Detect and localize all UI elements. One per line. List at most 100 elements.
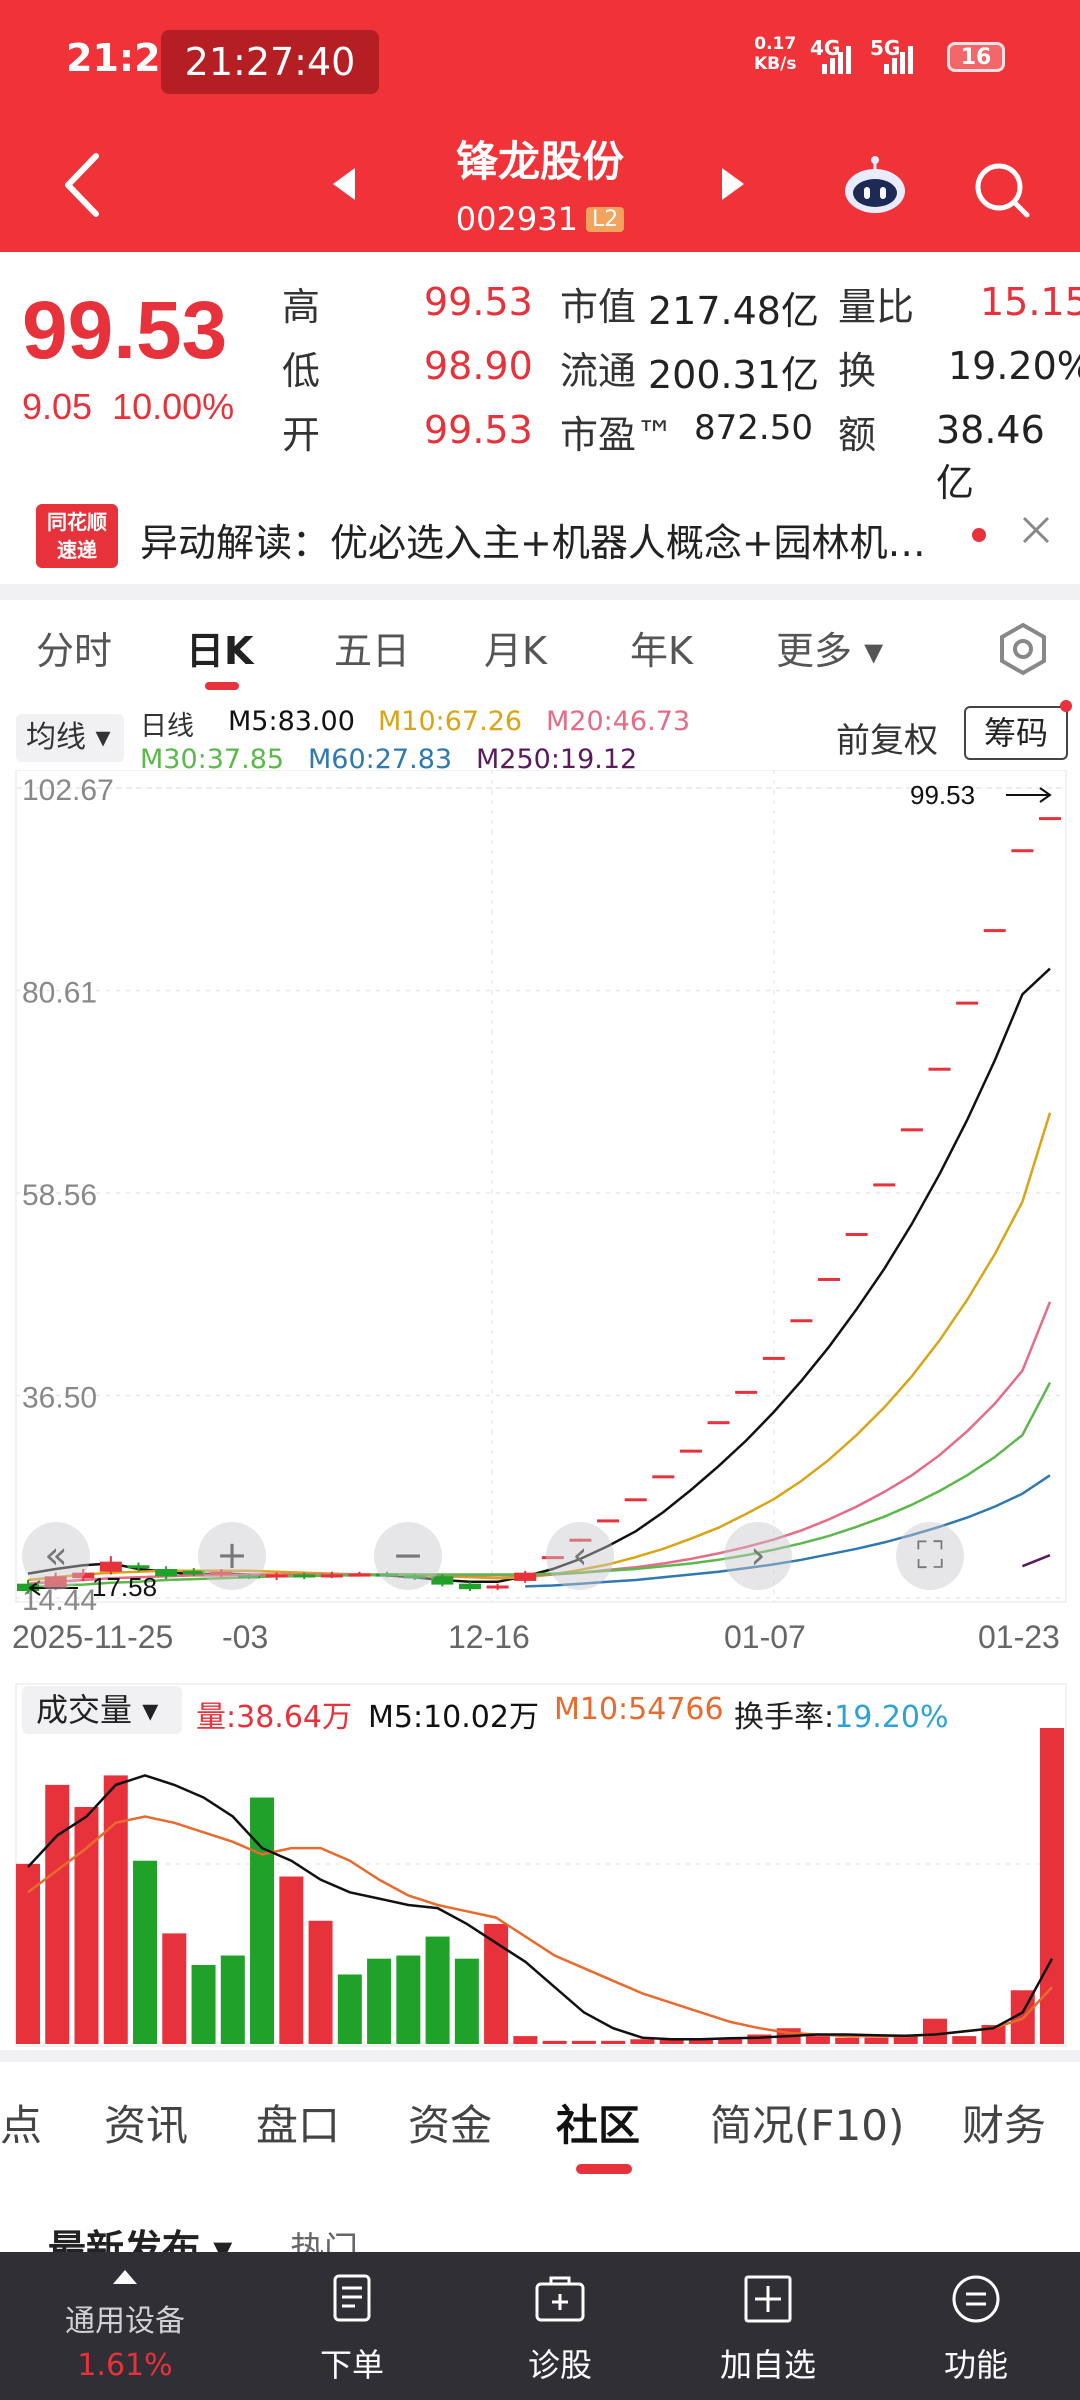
- volume-bar: [45, 1784, 70, 2044]
- candle-body: [652, 1475, 675, 1479]
- fullscreen-icon[interactable]: [896, 1522, 964, 1590]
- prev-stock-icon[interactable]: [333, 168, 355, 200]
- adjust-toggle[interactable]: 前复权: [836, 721, 938, 761]
- low-mark-label: 17.58: [92, 1572, 157, 1602]
- gear-icon[interactable]: [996, 622, 1050, 676]
- volume-bar: [396, 1955, 421, 2044]
- volratio-label: 量比: [838, 285, 915, 329]
- tab-underline: [205, 682, 239, 690]
- robot-assistant-icon[interactable]: [842, 155, 908, 215]
- candle-body: [293, 1574, 316, 1578]
- chart-control-glyph: ›: [750, 1533, 765, 1577]
- zoom-out-icon[interactable]: [374, 1522, 442, 1590]
- tab-kline-2[interactable]: 五日: [334, 629, 411, 673]
- scroll-right-icon[interactable]: [724, 1522, 792, 1590]
- ma-line-m250: [1021, 1554, 1051, 1568]
- volume-bar: [308, 1920, 333, 2044]
- y-tick-label: 36.50: [22, 1381, 97, 1414]
- signal-4g-icon: [822, 44, 851, 74]
- tab-bottom-1[interactable]: 资讯: [104, 2101, 189, 2150]
- volume-bar: [659, 2039, 684, 2044]
- candle-body: [320, 1574, 343, 1578]
- tab-kline-4[interactable]: 年K: [630, 629, 693, 673]
- close-icon[interactable]: [1018, 512, 1054, 548]
- candle-body: [376, 1573, 399, 1577]
- volume-bar: [16, 1863, 40, 2044]
- volume-bar: [103, 1775, 128, 2044]
- ma20-label: M20:46.73: [546, 706, 691, 737]
- volume-bar: [425, 1936, 450, 2044]
- ma-line-m20: [27, 1301, 1052, 1585]
- last-price: 99.53: [22, 285, 228, 376]
- low-label: 低: [282, 349, 321, 393]
- low-mark-arrow: [28, 1580, 78, 1596]
- candle-body: [1011, 849, 1034, 853]
- tab-kline-1[interactable]: 日K: [186, 629, 254, 673]
- device-label: 通用设备: [65, 2304, 185, 2339]
- ma-line-m10: [27, 1112, 1052, 1582]
- candle-body: [1039, 817, 1061, 821]
- candle-body: [127, 1565, 150, 1569]
- tab-bottom-4[interactable]: 社区: [556, 2101, 641, 2150]
- order-button[interactable]: 下单: [252, 2252, 452, 2400]
- tab-kline-3[interactable]: 月K: [484, 629, 547, 673]
- diagnose-button[interactable]: 诊股: [460, 2252, 660, 2400]
- clock-overlay: 21:27:40: [161, 30, 379, 94]
- bottom-toolbar: 通用设备 1.61% 下单 诊股 加自选: [0, 2252, 1080, 2400]
- tab-bottom-3[interactable]: 资金: [408, 2101, 493, 2150]
- chart-control-glyph: +: [216, 1533, 248, 1577]
- news-logo: 同花顺 速递: [36, 504, 118, 568]
- zoom-in-icon[interactable]: [198, 1522, 266, 1590]
- functions-button[interactable]: 功能: [876, 2252, 1076, 2400]
- candle-body: [265, 1574, 288, 1578]
- back-icon[interactable]: [62, 150, 102, 220]
- indicator-select[interactable]: 均线 ▾: [16, 714, 124, 762]
- chart-control-glyph: ⛶: [917, 1533, 944, 1577]
- tab-bottom-5[interactable]: 简况(F10): [710, 2101, 905, 2150]
- price-change: 9.05 10.00%: [22, 386, 234, 428]
- volume-bar: [191, 1965, 216, 2044]
- candle-body: [735, 1390, 758, 1394]
- tab-bottom-0[interactable]: 点: [0, 2101, 43, 2150]
- chips-button[interactable]: 筹码: [964, 706, 1068, 760]
- tab-bottom-2[interactable]: 盘口: [256, 2101, 341, 2150]
- zoom-out-far-icon[interactable]: [22, 1522, 90, 1590]
- add-watch-label: 加自选: [719, 2346, 816, 2384]
- menu-circle-icon: [952, 2275, 1000, 2323]
- scroll-left-icon[interactable]: [546, 1522, 614, 1590]
- device-switch[interactable]: 通用设备 1.61%: [0, 2252, 250, 2400]
- stock-code: 002931: [455, 200, 578, 238]
- signal-5g-label: 5G: [870, 36, 901, 60]
- period-label: 日线: [140, 711, 194, 742]
- news-headline[interactable]: 异动解读：优必选入主+机器人概念+园林机…: [140, 521, 926, 565]
- level2-badge[interactable]: L2: [585, 207, 625, 232]
- candle-body: [541, 1556, 564, 1560]
- tab-underline: [576, 2164, 632, 2174]
- volume-bar: [805, 2036, 830, 2044]
- price-frame: [15, 770, 1067, 1603]
- volume-ma10: M10:54766: [554, 1692, 724, 1727]
- tab-kline-0[interactable]: 分时: [36, 629, 113, 673]
- ma-line-m5: [27, 967, 1051, 1584]
- candle-body: [182, 1570, 205, 1575]
- news-banner[interactable]: 同花顺 速递 异动解读：优必选入主+机器人概念+园林机…: [0, 488, 1080, 584]
- search-icon[interactable]: [972, 160, 1032, 220]
- mktcap-value: 217.48亿: [648, 289, 819, 333]
- battery-icon: 16: [947, 42, 1005, 72]
- divider: [0, 2050, 1080, 2062]
- volume-select[interactable]: 成交量 ▾: [22, 1686, 182, 1734]
- volume-bar: [162, 1933, 187, 2044]
- next-stock-icon[interactable]: [722, 168, 744, 200]
- candle-body: [624, 1498, 647, 1502]
- ma-line-m60: [525, 1474, 1051, 1588]
- volume-bar: [601, 2040, 626, 2044]
- volume-bar: [571, 2040, 596, 2044]
- news-logo-line2: 速递: [57, 538, 97, 562]
- candle-body: [928, 1067, 951, 1071]
- device-percent: 1.61%: [77, 2348, 173, 2383]
- divider: [0, 584, 1080, 600]
- add-watch-button[interactable]: 加自选: [668, 2252, 868, 2400]
- tab-kline-5[interactable]: 更多 ▾: [776, 629, 884, 673]
- tab-bottom-6[interactable]: 财务: [962, 2101, 1047, 2150]
